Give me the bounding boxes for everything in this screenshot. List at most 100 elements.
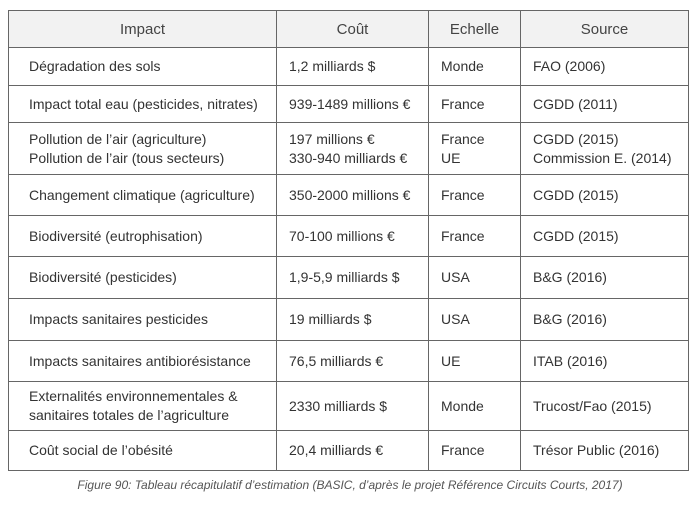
cell-line: France (441, 442, 485, 458)
cell-line: Externalités environnementales & (29, 388, 238, 404)
cell-line: 350-2000 millions € (289, 186, 411, 203)
table-cell: USA (428, 298, 521, 341)
cell-line: 2330 milliards $ (289, 397, 388, 414)
cell-line: B&G (2016) (533, 269, 607, 285)
cell-line: 197 millions € (289, 130, 375, 147)
table-row: Dégradation des sols 1,2 milliards $ Monde… (8, 47, 689, 86)
cell-line: USA (441, 311, 470, 327)
cell-line: Impacts sanitaires pesticides (29, 311, 208, 327)
cell-line: Dégradation des sols (29, 58, 161, 74)
cell-line: UE (441, 149, 461, 166)
table-row: Impacts sanitaires antibiorésistance 76,5… (8, 340, 689, 382)
cell-line: Pollution de l’air (agriculture) (29, 130, 207, 147)
table-row: Impacts sanitaires pesticides 19 milliard… (8, 298, 689, 341)
cell-line: CGDD (2015) (533, 130, 619, 147)
table-cell: Trucost/Fao (2015) (520, 381, 689, 431)
table-cell: FAO (2006) (520, 47, 689, 86)
cell-line: CGDD (2015) (533, 186, 619, 203)
cell-line: 20,4 milliards € (289, 442, 384, 458)
caption: Figure 90: Tableau récapitulatif d’estim… (77, 478, 623, 492)
table-cell: 1,9-5,9 milliards $ (276, 256, 429, 299)
cell-line: Biodiversité (pesticides) (29, 269, 177, 285)
table-cell: B&G (2016) (520, 298, 689, 341)
table-row: Coût social de l’obésité 20,4 milliards €… (8, 430, 689, 471)
cell-line: Trucost/Fao (2015) (533, 397, 652, 414)
table-cell: 19 milliards $ (276, 298, 429, 341)
table-cell: CGDD (2015) (520, 215, 689, 257)
table-cell: 197 millions € 330-940 milliards € (276, 122, 429, 175)
table-cell: Trésor Public (2016) (520, 430, 689, 471)
table-cell: Monde (428, 47, 521, 86)
cell-line: CGDD (2011) (533, 95, 618, 112)
table-cell: Pollution de l’air (agriculture) Pollutio… (8, 122, 277, 175)
header-row: Impact Coût Echelle Source (8, 10, 689, 48)
table-cell: 2330 milliards $ (276, 381, 429, 431)
table-cell: 70-100 millions € (276, 215, 429, 257)
table-cell: Impacts sanitaires antibiorésistance (8, 340, 277, 382)
header-cell: Impact (8, 10, 277, 48)
table-row: Impact total eau (pesticides, nitrates) 9… (8, 85, 689, 123)
cell-line: 939-1489 millions € (289, 95, 411, 112)
cell-line: CGDD (2015) (533, 227, 619, 244)
table-row: Biodiversité (eutrophisation) 70-100 mill… (8, 215, 689, 257)
table-row: Biodiversité (pesticides) 1,9-5,9 milliar… (8, 256, 689, 299)
cell-line: Trésor Public (2016) (533, 442, 660, 458)
cell-line: Impacts sanitaires antibiorésistance (29, 352, 251, 369)
cell-line: Coût social de l’obésité (29, 442, 173, 458)
cell-line: Monde (441, 397, 484, 414)
table-cell: CGDD (2015) Commission E. (2014) (520, 122, 689, 175)
table-cell: France (428, 174, 521, 216)
header-cell: Source (520, 10, 689, 48)
cell-line: B&G (2016) (533, 311, 607, 327)
cell-line: France (441, 130, 485, 147)
table-cell: Impact total eau (pesticides, nitrates) (8, 85, 277, 123)
table-cell: 350-2000 millions € (276, 174, 429, 216)
cell-line: Impact total eau (pesticides, nitrates) (29, 95, 258, 112)
cell-line: France (441, 186, 485, 203)
cell-line: Changement climatique (agriculture) (29, 186, 255, 203)
table-cell: ITAB (2016) (520, 340, 689, 382)
table-cell: B&G (2016) (520, 256, 689, 299)
table-row: Externalités environnementales & sanitair… (8, 381, 689, 431)
table-cell: 1,2 milliards $ (276, 47, 429, 86)
header-cell: Echelle (428, 10, 521, 48)
table-cell: France (428, 85, 521, 123)
table-cell: 20,4 milliards € (276, 430, 429, 471)
table-cell: Coût social de l’obésité (8, 430, 277, 471)
cell-line: 1,9-5,9 milliards $ (289, 269, 400, 285)
cell-line: 19 milliards $ (289, 311, 372, 327)
table-cell: USA (428, 256, 521, 299)
cell-line: France (441, 95, 485, 112)
table-cell: France UE (428, 122, 521, 175)
table-cell: Monde (428, 381, 521, 431)
cell-line: 70-100 millions € (289, 227, 395, 244)
cell-line: Monde (441, 58, 484, 74)
cell-line: France (441, 227, 485, 244)
cell-line: Pollution de l’air (tous secteurs) (29, 149, 225, 166)
table-cell: France (428, 215, 521, 257)
cell-line: ITAB (2016) (533, 352, 608, 369)
cell-line: UE (441, 352, 461, 369)
cell-line: 330-940 milliards € (289, 149, 408, 166)
table-cell: CGDD (2015) (520, 174, 689, 216)
table-cell: CGDD (2011) (520, 85, 689, 123)
table-cell: Impacts sanitaires pesticides (8, 298, 277, 341)
table-cell: France (428, 430, 521, 471)
cell-line: FAO (2006) (533, 58, 606, 74)
table-cell: Biodiversité (pesticides) (8, 256, 277, 299)
table-cell: Externalités environnementales & sanitair… (8, 381, 277, 431)
table-cell: Changement climatique (agriculture) (8, 174, 277, 216)
cell-line: 76,5 milliards € (289, 352, 384, 369)
cell-line: sanitaires totales de l’agriculture (29, 407, 229, 423)
cell-line: Commission E. (2014) (533, 149, 672, 166)
summary-table: Impact Coût Echelle Source Dégradation des … (8, 10, 689, 471)
header-cell: Coût (276, 10, 429, 48)
cell-line: 1,2 milliards $ (289, 58, 376, 74)
cell-line: Biodiversité (eutrophisation) (29, 227, 203, 244)
table-row: Changement climatique (agriculture) 350-2… (8, 174, 689, 216)
table-cell: Biodiversité (eutrophisation) (8, 215, 277, 257)
table-row: Pollution de l’air (agriculture) Pollutio… (8, 122, 689, 175)
table-cell: 76,5 milliards € (276, 340, 429, 382)
table-cell: UE (428, 340, 521, 382)
